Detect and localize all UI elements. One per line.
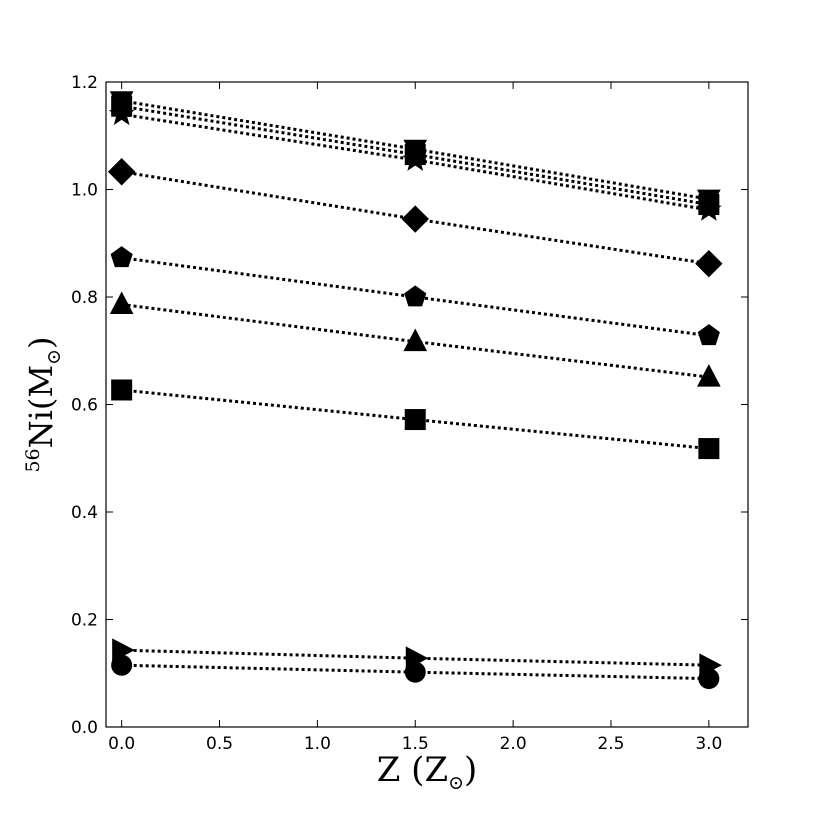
series-9 [111,654,720,690]
x-tick-label: 2.5 [597,734,624,754]
y-axis-label-main: Ni(M [22,365,60,448]
marker-square [404,409,426,431]
x-tick-label: 0.5 [206,734,233,754]
y-axis-label-sub: ⊙ [43,349,65,365]
marker-star [402,146,429,171]
y-tick-label: 1.2 [71,73,98,93]
marker-diamond [695,249,723,278]
y-axis-label: 56Ni(M⊙) [22,336,65,472]
marker-square [111,379,133,401]
marker-circle [111,654,133,676]
marker-circle [698,668,720,690]
x-axis-label-close: ) [464,750,477,790]
marker-circle [404,661,426,683]
marker-diamond [107,158,136,186]
series-line [121,648,709,667]
series-6 [109,291,721,387]
marker-pentagon [697,324,720,346]
y-tick-label: 0.8 [71,288,98,308]
series-line [121,663,709,681]
x-axis-label-var: Z [424,750,448,790]
x-axis-label-main: Z [377,750,411,790]
marker-triangle-up [403,328,428,352]
y-tick-label: 0.6 [71,396,98,416]
marker-pentagon [110,246,133,268]
y-tick-label: 0.0 [71,718,98,738]
x-axis-label: Z (Z⊙) [377,750,478,794]
y-tick-label: 1.0 [71,181,98,201]
marker-triangle-up [109,291,134,315]
series-3 [108,100,722,221]
x-tick-label: 1.5 [402,734,429,754]
x-tick-label: 1.0 [304,734,331,754]
plot-frame [105,81,749,728]
y-tick-label: 0.4 [71,503,98,523]
marker-star [696,196,722,221]
x-axis-label-open: ( [411,750,424,790]
series-layer [107,91,723,690]
series-5 [110,246,720,346]
ticks-layer: 0.0 0.5 1.0 1.5 2.0 2.5 3.0 0.0 0.2 0.4 0.6 0.8 1.0 1… [71,73,748,754]
series-7 [111,379,720,460]
marker-triangle-up [697,364,721,387]
x-axis-label-sub: ⊙ [448,772,464,794]
x-tick-label: 3.0 [695,734,722,754]
y-tick-label: 0.2 [71,611,98,631]
x-tick-label: 0.0 [108,734,135,754]
series-4 [107,158,723,278]
marker-square [698,438,720,460]
y-axis-label-sup: 56 [22,448,44,472]
marker-pentagon [404,285,427,307]
x-tick-label: 2.0 [500,734,527,754]
marker-diamond [401,205,429,233]
y-axis-label-close: ) [22,336,60,348]
marker-star [108,100,135,126]
